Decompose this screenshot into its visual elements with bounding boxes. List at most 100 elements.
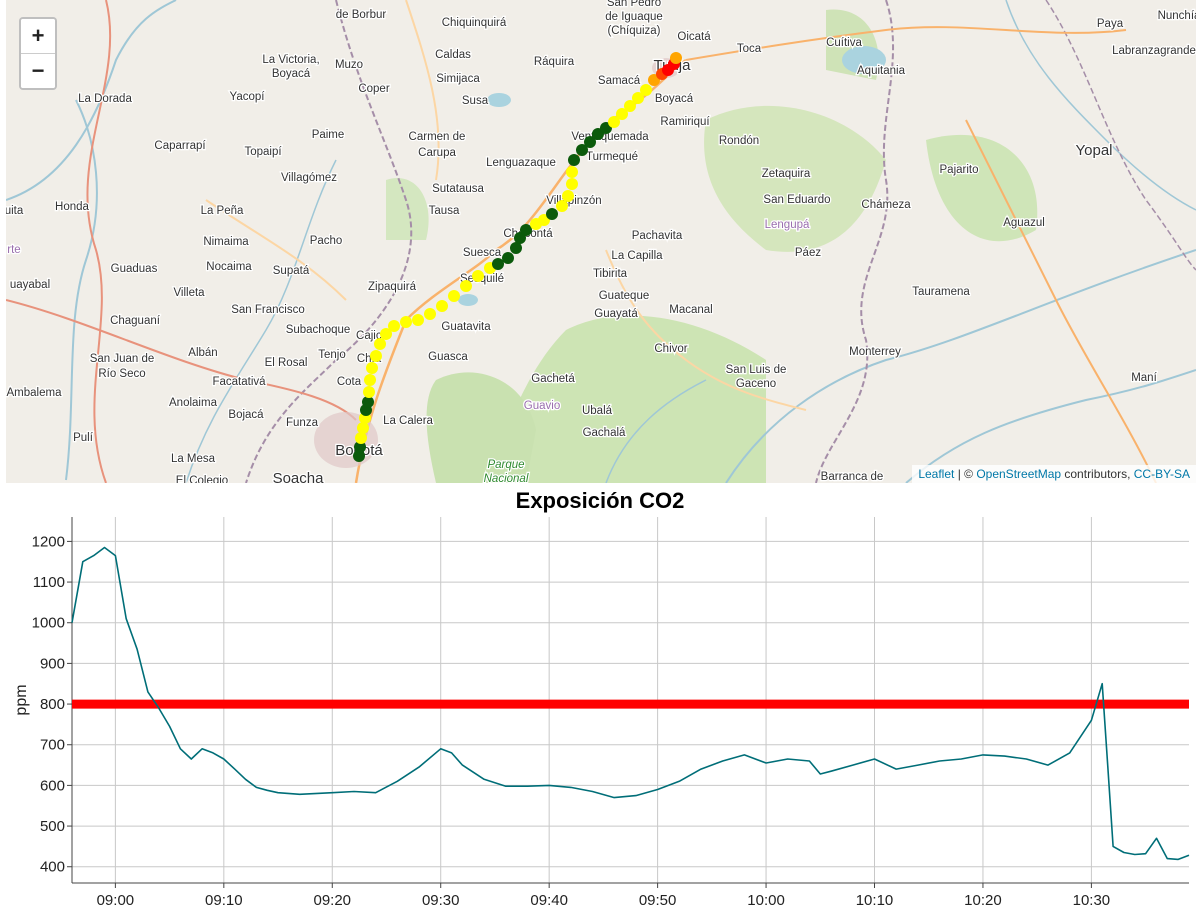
y-tick-label: 700 bbox=[40, 737, 65, 754]
map-place-label: Gaceno bbox=[736, 378, 776, 390]
map-place-label: Lengupá bbox=[765, 219, 810, 231]
route-point-marker[interactable] bbox=[556, 200, 568, 212]
route-point-marker[interactable] bbox=[566, 178, 578, 190]
map-place-label: Boyacá bbox=[272, 68, 311, 80]
map-place-label: La Dorada bbox=[78, 93, 132, 105]
route-point-marker[interactable] bbox=[584, 136, 596, 148]
forest-area bbox=[486, 315, 766, 483]
river bbox=[905, 369, 1196, 483]
map-place-label: Barranca de bbox=[821, 471, 884, 483]
map-place-label: uayabal bbox=[10, 279, 50, 291]
route-point-marker[interactable] bbox=[632, 92, 644, 104]
forest-area bbox=[704, 105, 886, 252]
zoom-in-button[interactable]: + bbox=[21, 19, 55, 53]
route-point-marker[interactable] bbox=[364, 374, 376, 386]
map-place-label: La Mesa bbox=[171, 453, 216, 465]
map-place-label: Caldas bbox=[435, 49, 471, 61]
map-place-label: de Borbur bbox=[336, 9, 387, 21]
zoom-out-button[interactable]: − bbox=[21, 53, 55, 88]
route-map[interactable]: de Borbur Chiquinquirá San Pedro de Iguaque… bbox=[6, 0, 1196, 483]
map-place-label: Tenjo bbox=[318, 349, 346, 361]
route-point-marker[interactable] bbox=[362, 396, 374, 408]
map-place-label: Turmequé bbox=[586, 151, 638, 163]
route-point-marker[interactable] bbox=[370, 350, 382, 362]
route-point-marker[interactable] bbox=[460, 280, 472, 292]
route-point-marker[interactable] bbox=[546, 208, 558, 220]
map-place-label: Susa bbox=[462, 95, 489, 107]
openstreetmap-link[interactable]: OpenStreetMap bbox=[976, 467, 1062, 481]
map-place-label: La Calera bbox=[383, 415, 433, 427]
x-tick-label: 09:00 bbox=[97, 892, 135, 909]
map-place-label: La Victoria, bbox=[262, 54, 319, 66]
route-point-marker[interactable] bbox=[424, 308, 436, 320]
route-point-marker[interactable] bbox=[355, 432, 367, 444]
river bbox=[185, 159, 337, 483]
route-point-marker[interactable] bbox=[670, 52, 682, 64]
leaflet-link[interactable]: Leaflet bbox=[918, 467, 955, 481]
route-point-marker[interactable] bbox=[400, 316, 412, 328]
x-tick-label: 10:10 bbox=[856, 892, 894, 909]
map-place-label: Rondón bbox=[719, 135, 759, 147]
route-point-marker[interactable] bbox=[363, 386, 375, 398]
map-place-label: Tibirita bbox=[593, 268, 628, 280]
route-point-marker[interactable] bbox=[380, 328, 392, 340]
road bbox=[685, 26, 1127, 61]
route-point-marker[interactable] bbox=[412, 314, 424, 326]
map-place-label: Parque bbox=[487, 459, 524, 471]
map-place-label: La Peña bbox=[201, 205, 244, 217]
map-place-label: Guayatá bbox=[594, 308, 638, 320]
map-place-label: Guasca bbox=[428, 351, 468, 363]
map-place-label: San Pedro bbox=[607, 0, 661, 9]
map-place-label: Toca bbox=[737, 43, 762, 55]
map-place-label: Nimaima bbox=[203, 236, 249, 248]
route-point-marker[interactable] bbox=[608, 116, 620, 128]
route-point-marker[interactable] bbox=[448, 290, 460, 302]
attribution-separator: | © bbox=[954, 467, 977, 481]
river bbox=[725, 249, 1196, 483]
map-place-label: Villapinzón bbox=[546, 195, 601, 207]
map-tiles: de Borbur Chiquinquirá San Pedro de Iguaque… bbox=[6, 0, 1196, 483]
forest-area bbox=[926, 134, 1038, 242]
route-point-marker[interactable] bbox=[366, 362, 378, 374]
x-tick-label: 10:00 bbox=[747, 892, 785, 909]
route-point-marker[interactable] bbox=[388, 320, 400, 332]
route-point-marker[interactable] bbox=[354, 441, 366, 453]
road bbox=[86, 0, 112, 483]
map-place-label: Carupa bbox=[418, 147, 456, 159]
x-tick-label: 10:20 bbox=[964, 892, 1002, 909]
map-place-label: San Francisco bbox=[231, 304, 305, 316]
x-tick-label: 10:30 bbox=[1073, 892, 1111, 909]
license-link[interactable]: CC-BY-SA bbox=[1133, 467, 1190, 481]
route-point-marker[interactable] bbox=[566, 166, 578, 178]
route-point-marker[interactable] bbox=[436, 300, 448, 312]
map-place-label: Chiquinquirá bbox=[442, 17, 507, 29]
route-point-marker[interactable] bbox=[562, 190, 574, 202]
route-point-marker[interactable] bbox=[568, 154, 580, 166]
route-point-marker[interactable] bbox=[374, 338, 386, 350]
map-place-label: Caparrapí bbox=[154, 140, 206, 152]
map-place-label: San Eduardo bbox=[763, 194, 830, 206]
map-place-label: Ubalá bbox=[582, 405, 613, 417]
route-point-marker[interactable] bbox=[492, 258, 504, 270]
map-place-label: Suesca bbox=[463, 247, 502, 259]
route-point-marker[interactable] bbox=[502, 252, 514, 264]
x-tick-label: 09:20 bbox=[313, 892, 351, 909]
map-place-label: Villeta bbox=[173, 287, 205, 299]
map-place-label: Guavio bbox=[524, 400, 560, 412]
route-point-marker[interactable] bbox=[576, 144, 588, 156]
route-point-marker[interactable] bbox=[353, 450, 365, 462]
y-axis-label: ppm bbox=[13, 684, 30, 715]
map-place-label: Paime bbox=[312, 129, 345, 141]
route-point-marker[interactable] bbox=[520, 224, 532, 236]
route-point-marker[interactable] bbox=[640, 84, 652, 96]
route-point-marker[interactable] bbox=[624, 100, 636, 112]
route-point-marker[interactable] bbox=[357, 422, 369, 434]
map-place-label: Ambalema bbox=[7, 387, 63, 399]
map-place-label: Chivor bbox=[654, 343, 687, 355]
route-point-marker[interactable] bbox=[472, 270, 484, 282]
route-point-marker[interactable] bbox=[616, 108, 628, 120]
map-place-label: Carmen de bbox=[409, 131, 466, 143]
y-tick-label: 400 bbox=[40, 859, 65, 876]
road bbox=[6, 299, 357, 421]
route-point-marker[interactable] bbox=[510, 242, 522, 254]
